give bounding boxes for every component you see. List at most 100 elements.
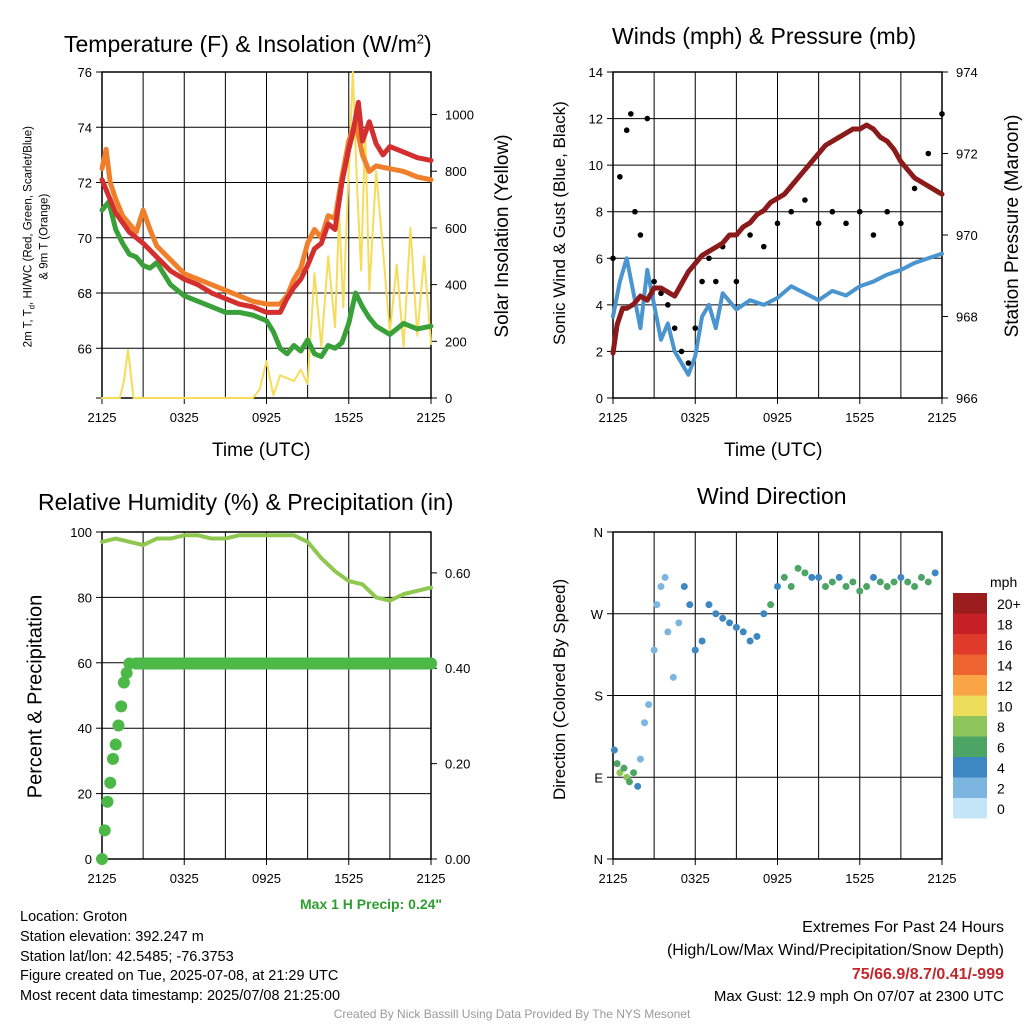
legend-swatch [953, 798, 987, 819]
direction-point [664, 628, 672, 636]
gust-point [856, 208, 863, 215]
most-recent-timestamp: Most recent data timestamp: 2025/07/08 2… [20, 988, 341, 1004]
station-location: Location: Groton [20, 909, 128, 925]
y-tick-label: 8 [596, 205, 603, 220]
x-tick-label: 1525 [334, 410, 363, 425]
direction-point [835, 573, 843, 581]
gust-point [815, 220, 822, 227]
y2-tick-label: 200 [445, 334, 467, 349]
gust-point [774, 220, 781, 227]
precip-point [117, 676, 130, 689]
direction-point [904, 578, 912, 586]
gust-point [733, 278, 740, 285]
station-latlon: Station lat/lon: 42.5485; -76.3753 [20, 949, 234, 965]
gust-point [665, 302, 671, 308]
direction-point [613, 760, 621, 768]
y2-tick-label: 800 [445, 164, 467, 179]
direction-point [719, 614, 727, 622]
legend-label: 4 [997, 760, 1005, 776]
gust-point [884, 208, 890, 215]
gust-point [651, 278, 657, 285]
temperature-title: Temperature (F) & Insolation (W/m2) [64, 31, 432, 57]
max-precip-note: Max 1 H Precip: 0.24" [300, 896, 443, 912]
direction-point [828, 578, 836, 586]
y-tick-label: 2 [596, 344, 603, 359]
x-tick-label: 1525 [845, 410, 874, 425]
legend-label: 18 [997, 617, 1013, 633]
direction-point [661, 573, 669, 581]
legend-label: 8 [997, 719, 1005, 735]
legend-swatch [953, 675, 987, 696]
direction-point [911, 583, 919, 590]
direction-point [753, 632, 761, 640]
direction-point [821, 583, 829, 590]
y-tick-label: W [591, 607, 604, 622]
direction-title: Wind Direction [697, 483, 847, 509]
x-tick-label: 2125 [88, 871, 117, 886]
y-tick-label: 60 [78, 656, 92, 671]
direction-point [636, 755, 644, 763]
direction-point [876, 578, 884, 586]
y2-tick-label: 0.20 [445, 757, 470, 772]
figure-created: Figure created on Tue, 2025-07-08, at 21… [20, 968, 339, 984]
direction-point [625, 778, 633, 786]
y-tick-label: 80 [78, 590, 92, 605]
y-tick-label: 0 [85, 852, 92, 867]
legend-label: 12 [997, 678, 1013, 694]
y-tick-label: 40 [78, 721, 92, 736]
y-tick-label: 66 [78, 341, 92, 356]
direction-point [890, 578, 898, 586]
y-tick-label: 76 [78, 65, 92, 80]
x-tick-label: 1525 [845, 871, 874, 886]
humidity-ylabel-left: Percent & Precipitation [24, 594, 47, 799]
x-tick-label: 2125 [88, 410, 117, 425]
direction-point [653, 601, 661, 609]
gust-point [925, 150, 932, 157]
direction-point [746, 637, 754, 645]
direction-point [630, 769, 638, 777]
gust-point [706, 255, 712, 262]
direction-point [726, 619, 734, 627]
y2-tick-label: 966 [956, 391, 978, 406]
legend-label: 2 [997, 781, 1005, 797]
direction-point [645, 701, 653, 709]
direction-point [641, 719, 649, 727]
legend-swatch [953, 757, 987, 778]
legend-swatch [953, 634, 987, 655]
direction-point [705, 601, 713, 609]
legend-label: 10 [997, 699, 1013, 715]
extremes-values: 75/66.9/8.7/0.41/-999 [851, 966, 1004, 983]
direction-point [686, 601, 694, 609]
direction-point [808, 573, 816, 581]
gust-point [678, 348, 685, 355]
direction-point [931, 569, 939, 577]
max-gust: Max Gust: 12.9 mph On 07/07 at 2300 UTC [713, 988, 1004, 1005]
direction-point [815, 573, 823, 581]
x-tick-label: 0925 [763, 871, 792, 886]
legend-title: mph [990, 574, 1018, 590]
gust-point [644, 115, 651, 122]
y-tick-label: 4 [596, 298, 603, 313]
direction-point [794, 564, 802, 572]
gust-point [760, 243, 767, 250]
precip-point [109, 738, 122, 751]
y-tick-label: S [594, 689, 603, 704]
extremes-subtitle: (High/Low/Max Wind/Precipitation/Snow De… [666, 942, 1004, 959]
temperature-xlabel: Time (UTC) [212, 440, 311, 461]
precip-point [96, 853, 108, 865]
legend-label: 16 [997, 637, 1013, 653]
y2-tick-label: 0 [445, 391, 452, 406]
winds-ylabel-left: Sonic Wind & Gust (Blue, Black) [550, 101, 569, 345]
y-tick-label: 12 [589, 112, 603, 127]
direction-point [732, 623, 740, 631]
x-tick-label: 0325 [170, 871, 199, 886]
y-tick-label: E [594, 770, 603, 785]
direction-point [634, 782, 642, 790]
legend-swatch [953, 695, 987, 716]
y-tick-label: 6 [596, 251, 603, 266]
y2-tick-label: 974 [956, 65, 978, 80]
gust-point [699, 278, 705, 285]
x-tick-label: 2125 [417, 410, 446, 425]
gust-point [671, 325, 678, 331]
